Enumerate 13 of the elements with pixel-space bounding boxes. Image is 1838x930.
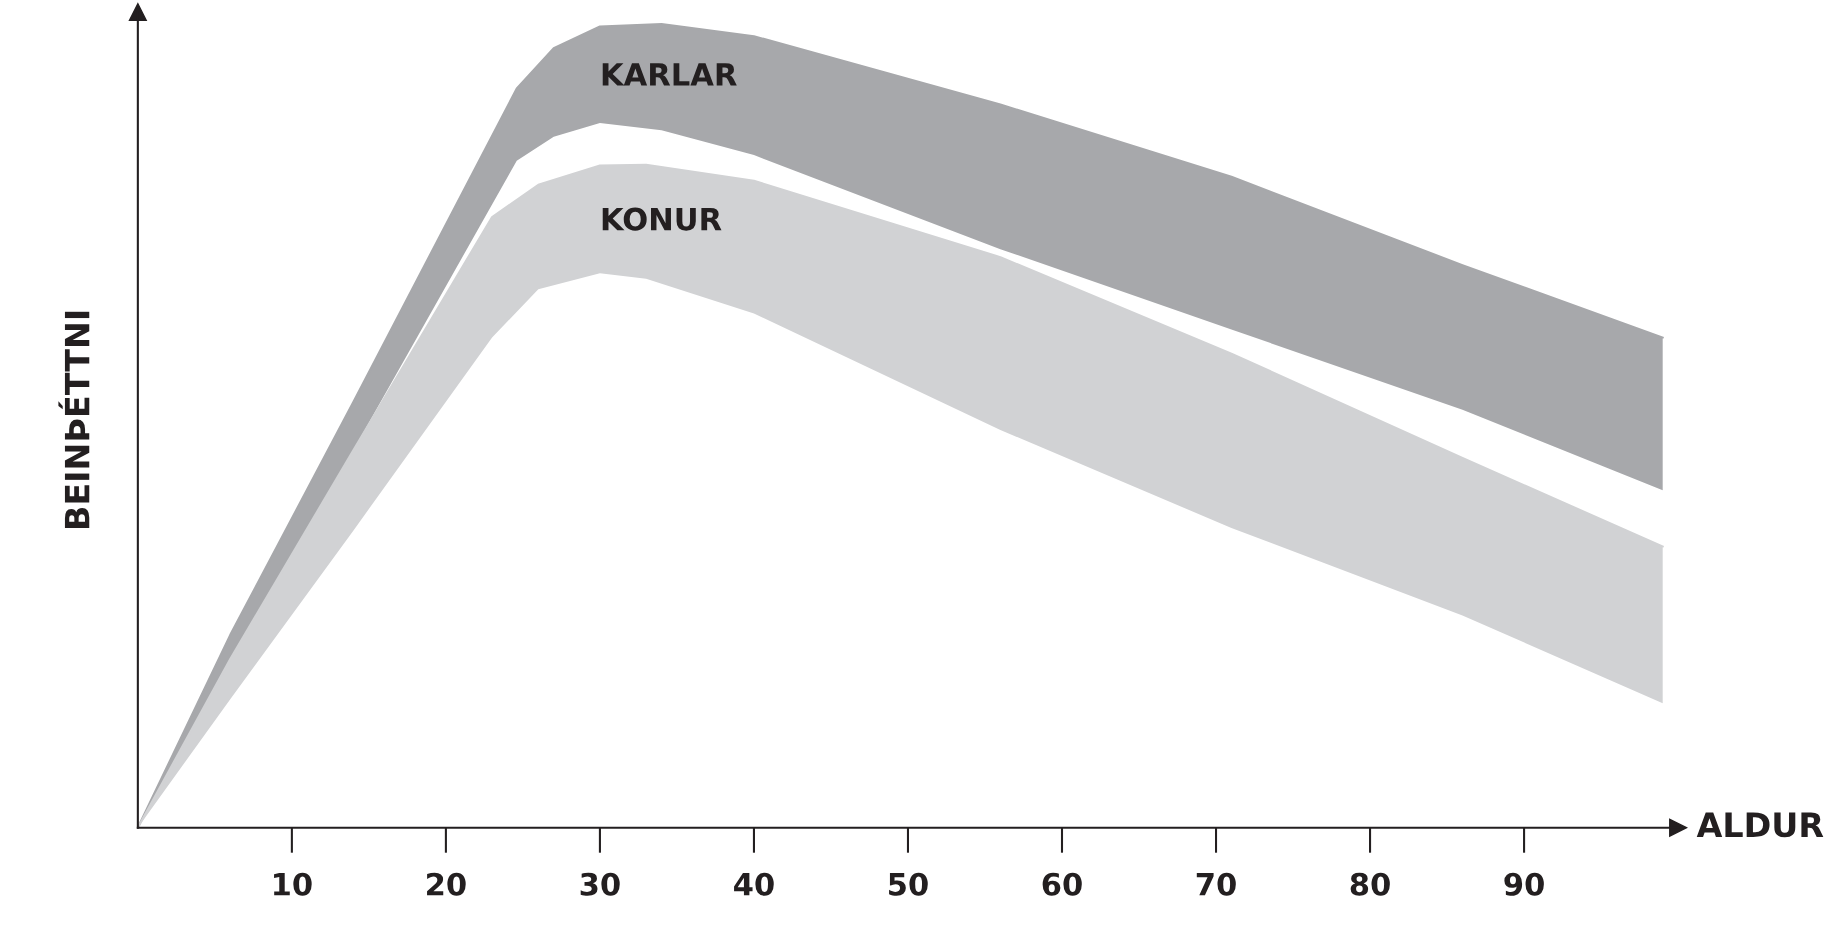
y-axis-title: BEINÞÉTTNI (58, 311, 90, 529)
x-tick-label: 20 (427, 872, 466, 896)
x-tick-label: 50 (889, 872, 928, 896)
x-tick-label: 40 (734, 872, 774, 896)
x-tick-label: 90 (1504, 872, 1544, 896)
x-tick-label: 80 (1350, 872, 1390, 896)
x-axis-title: ALDUR (1696, 812, 1824, 838)
series-label: KARLAR (602, 63, 737, 86)
x-tick-label: 30 (580, 872, 620, 896)
x-tick-label: 70 (1196, 872, 1236, 896)
series-label: KONUR (602, 207, 722, 231)
x-tick-label: 10 (274, 872, 312, 896)
x-tick-label: 60 (1042, 872, 1082, 896)
